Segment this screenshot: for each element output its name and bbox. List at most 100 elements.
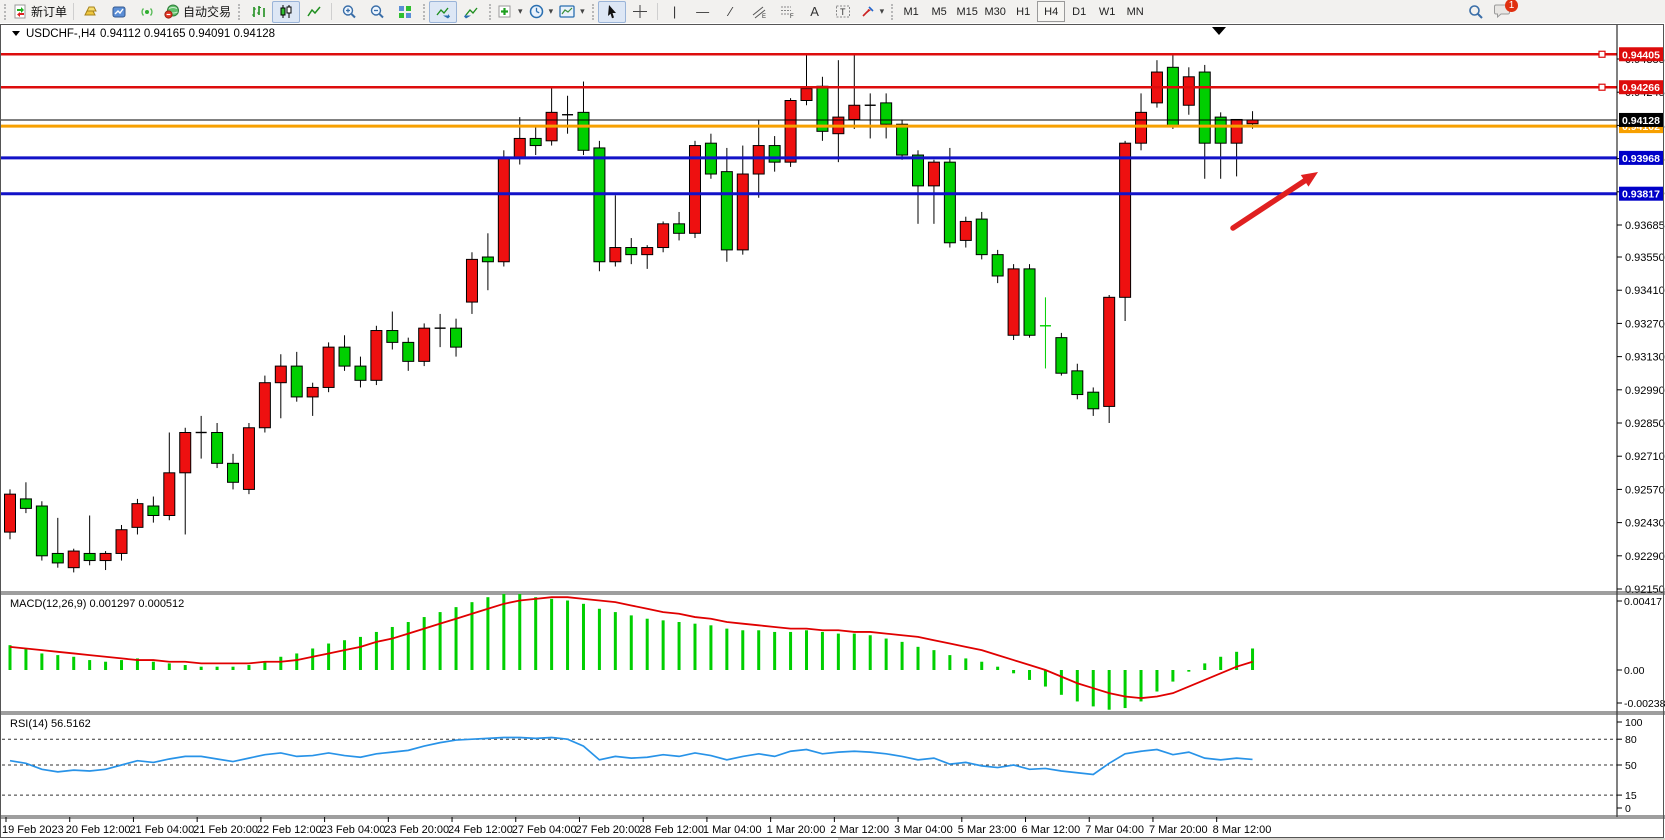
candle-body: [625, 247, 638, 256]
bottom-strip: [838, 838, 1665, 840]
signal-button[interactable]: [133, 1, 161, 23]
zoom-out-button[interactable]: [363, 1, 391, 23]
periods-button[interactable]: ▾: [526, 1, 557, 23]
line-chart-button[interactable]: [300, 1, 328, 23]
macd-histogram-bar: [597, 608, 601, 670]
candle-body: [290, 365, 303, 398]
candle-body: [657, 223, 670, 249]
candle-body: [179, 431, 192, 474]
line-chart-icon: [307, 6, 321, 17]
macd-histogram-bar: [868, 635, 872, 670]
macd-histogram-bar: [948, 655, 952, 670]
horizontal-line-button[interactable]: —: [689, 1, 717, 23]
candle-body: [641, 247, 654, 256]
tf-mn[interactable]: MN: [1126, 5, 1144, 18]
macd-histogram-bar: [613, 612, 617, 670]
macd-histogram-bar: [677, 622, 681, 670]
macd-histogram-bar: [789, 631, 793, 670]
search-icon[interactable]: [1468, 4, 1484, 20]
tf-m15[interactable]: M15: [956, 5, 978, 18]
candle-body: [497, 156, 510, 263]
candle-body: [83, 552, 96, 562]
candlestick-button[interactable]: [272, 0, 301, 23]
line-handle[interactable]: [1598, 50, 1606, 58]
text-icon: A: [810, 4, 819, 19]
gold-button[interactable]: [77, 1, 105, 23]
macd-histogram-bar: [120, 660, 124, 670]
tf-w1[interactable]: W1: [1098, 5, 1116, 18]
time-axis-label: 1 Mar 20:00: [767, 824, 826, 836]
time-axis-label: 21 Feb 04:00: [129, 824, 194, 836]
text-label-button[interactable]: T: [829, 1, 857, 23]
vertical-line-button[interactable]: |: [661, 1, 689, 23]
tf-m30[interactable]: M30: [984, 5, 1006, 18]
chat-button[interactable]: 1: [1494, 0, 1518, 21]
current-price-tag: [1619, 112, 1664, 127]
channel-button[interactable]: E: [745, 1, 773, 23]
chart-shift-marker[interactable]: [1212, 27, 1226, 35]
autotrade-label: 自动交易: [183, 5, 232, 19]
auto-scroll-button[interactable]: [429, 0, 458, 23]
crosshair-icon: [632, 5, 647, 18]
autotrade-button[interactable]: 自动交易: [161, 1, 234, 23]
indicators-button[interactable]: ▾: [495, 1, 526, 23]
arrow-annotation-head[interactable]: [1300, 172, 1318, 187]
tile-windows-icon: [399, 6, 412, 18]
macd-histogram-bar: [406, 622, 410, 670]
fibonacci-button[interactable]: F: [773, 1, 801, 23]
macd-histogram-bar: [502, 593, 506, 670]
tf-m5[interactable]: M5: [931, 5, 947, 18]
macd-histogram-bar: [836, 633, 840, 670]
candle-body: [1055, 337, 1068, 374]
tf-m1[interactable]: M1: [903, 5, 919, 18]
time-axis-label: 21 Feb 20:00: [193, 824, 258, 836]
macd-histogram-bar: [741, 630, 745, 670]
candle-body: [370, 330, 383, 381]
market-button[interactable]: [105, 1, 133, 23]
tf-h1[interactable]: H1: [1016, 5, 1031, 18]
toolbar-grip: [891, 3, 894, 20]
chart-shift-icon: [464, 7, 478, 19]
time-axis-label: 7 Mar 20:00: [1149, 824, 1208, 836]
arrows-button[interactable]: ▾: [857, 1, 888, 23]
price-axis-tick-label: 0.92570: [1625, 484, 1665, 496]
zoom-in-button[interactable]: [335, 1, 363, 23]
macd-histogram-bar: [709, 625, 713, 670]
arrow-annotation[interactable]: [1230, 178, 1308, 231]
chart-shift-button[interactable]: [457, 1, 485, 23]
crosshair-button[interactable]: [626, 1, 654, 23]
trendline-button[interactable]: ∕: [717, 1, 745, 23]
bar-chart-button[interactable]: [244, 1, 272, 23]
tf-h4[interactable]: H4: [1037, 1, 1066, 22]
one-click-trading-toggle[interactable]: [12, 31, 20, 36]
time-axis-label: 24 Feb 12:00: [448, 824, 513, 836]
rsi-axis-label: 50: [1625, 760, 1637, 772]
candle-body: [354, 365, 367, 381]
chart-canvas[interactable]: USDCHF-,H4 0.94112 0.94165 0.94091 0.9412…: [0, 23, 1665, 840]
cursor-button[interactable]: [597, 0, 626, 23]
zoom-out-icon: [370, 5, 384, 19]
template-icon: [559, 5, 575, 18]
text-button[interactable]: A: [801, 1, 829, 23]
macd-histogram-bar: [1075, 670, 1079, 702]
macd-histogram-bar: [693, 623, 697, 670]
macd-histogram-bar: [199, 666, 203, 670]
candle-body: [99, 552, 112, 562]
candle-body: [115, 529, 128, 554]
chat-badge: 1: [1505, 0, 1518, 12]
templates-button[interactable]: ▾: [556, 1, 588, 23]
tf-d1[interactable]: D1: [1072, 5, 1087, 18]
tile-windows-button[interactable]: [391, 1, 419, 23]
macd-histogram-bar: [550, 598, 554, 670]
line-handle[interactable]: [1598, 83, 1606, 91]
macd-histogram-bar: [374, 631, 378, 670]
new-order-button[interactable]: 新订单: [10, 1, 70, 23]
svg-text:T: T: [840, 7, 846, 17]
macd-histogram-bar: [916, 646, 920, 670]
text-label-icon: T: [835, 5, 850, 18]
macd-histogram-bar: [422, 617, 426, 670]
rsi-axis-label: 0: [1625, 803, 1631, 815]
macd-histogram-bar: [1235, 651, 1239, 670]
price-axis-tick-label: 0.93550: [1625, 252, 1665, 264]
chart-symbol-title: USDCHF-,H4: [26, 28, 96, 40]
